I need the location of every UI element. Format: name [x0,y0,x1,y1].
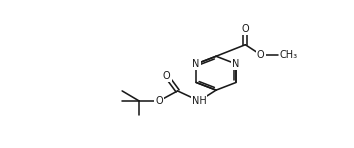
Text: N: N [233,59,240,69]
Text: O: O [257,50,264,60]
Text: NH: NH [192,96,206,106]
Text: O: O [163,71,171,81]
Text: O: O [241,24,249,34]
Text: CH₃: CH₃ [279,50,297,60]
Text: O: O [155,96,163,106]
Text: N: N [192,59,200,69]
